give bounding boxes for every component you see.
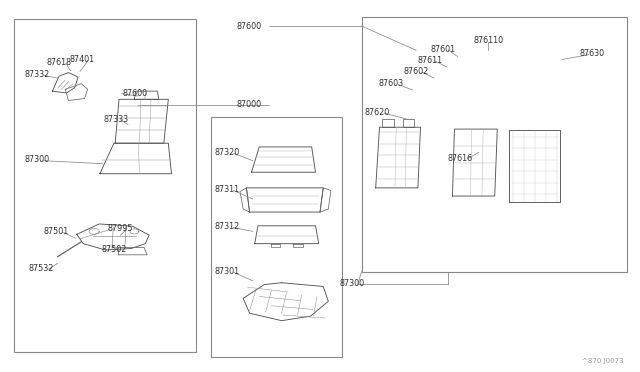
Text: 87603: 87603 bbox=[379, 79, 404, 88]
Text: 87601: 87601 bbox=[430, 45, 455, 54]
Text: 876110: 876110 bbox=[474, 36, 504, 45]
Text: 87311: 87311 bbox=[214, 185, 239, 194]
Text: 87618: 87618 bbox=[47, 58, 72, 67]
Text: 87300: 87300 bbox=[24, 155, 49, 164]
Text: 87616: 87616 bbox=[448, 154, 473, 163]
Text: 87502: 87502 bbox=[101, 245, 127, 254]
Text: 87312: 87312 bbox=[214, 222, 239, 231]
Bar bbox=[362, 17, 627, 272]
Text: 87532: 87532 bbox=[29, 264, 54, 273]
Text: 87630: 87630 bbox=[579, 49, 604, 58]
Text: 87401: 87401 bbox=[69, 55, 94, 64]
Text: ^870 J0073: ^870 J0073 bbox=[582, 358, 624, 364]
Text: 87600: 87600 bbox=[123, 89, 148, 98]
Bar bbox=[14, 19, 196, 352]
Text: 87300: 87300 bbox=[339, 279, 364, 288]
Text: 87332: 87332 bbox=[24, 70, 49, 79]
Text: 87600: 87600 bbox=[237, 22, 262, 31]
Text: 87995: 87995 bbox=[108, 224, 133, 233]
Text: 87333: 87333 bbox=[104, 115, 129, 124]
Text: 87611: 87611 bbox=[417, 56, 442, 65]
Text: 87000: 87000 bbox=[237, 100, 262, 109]
Text: 87301: 87301 bbox=[214, 267, 239, 276]
Text: 87620: 87620 bbox=[365, 108, 390, 117]
Text: 87320: 87320 bbox=[214, 148, 239, 157]
Text: 87501: 87501 bbox=[44, 227, 68, 236]
Text: 87602: 87602 bbox=[403, 67, 428, 76]
Bar bbox=[211, 117, 342, 357]
